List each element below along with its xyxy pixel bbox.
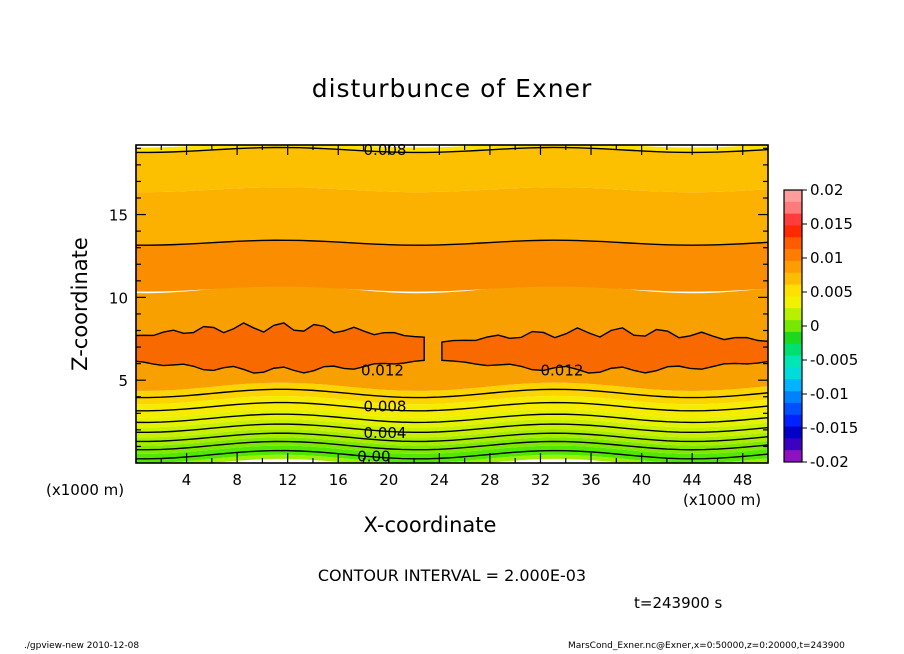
x-tick-label: 4 [182, 471, 192, 489]
colorbar-swatch [784, 450, 802, 463]
contour-band [136, 454, 768, 463]
contour-line [136, 146, 768, 154]
colorbar-swatch [784, 367, 802, 380]
colorbar-swatch [784, 213, 802, 226]
x-tick-label: 8 [232, 471, 242, 489]
contour-band [136, 187, 768, 246]
colorbar-swatch [784, 201, 802, 215]
contour-band [136, 382, 768, 405]
contour-interval-text: CONTOUR INTERVAL = 2.000E-03 [317, 566, 587, 585]
y-tick-label: 10 [109, 289, 128, 307]
contour-band [136, 395, 768, 418]
colorbar-tick-label: 0.02 [810, 181, 843, 199]
contour-band [136, 445, 768, 463]
contour-line [136, 440, 768, 451]
contour-label: 0.012 [361, 361, 404, 379]
colorbar-swatch [784, 355, 802, 368]
colorbar-tick-label: -0.02 [810, 453, 849, 471]
colorbar-swatch [784, 272, 802, 286]
x-tick-label: 32 [531, 471, 550, 489]
colorbar-tick-label: 0.015 [810, 215, 853, 233]
x-tick-label: 12 [278, 471, 297, 489]
chart-title: disturbunce of Exner [311, 74, 593, 103]
colorbar-tick-label: 0.01 [810, 249, 843, 267]
colorbar-swatch [784, 308, 802, 321]
x-tick-label: 28 [480, 471, 499, 489]
contour-label: 0.008 [364, 141, 407, 159]
x-unit-right: (x1000 m) [683, 491, 762, 509]
y-tick-label: 15 [109, 207, 128, 225]
contour-line [136, 322, 425, 374]
contour-line [136, 449, 768, 460]
colorbar-swatch [784, 320, 802, 333]
colorbar-swatch [784, 249, 802, 262]
colorbar-swatch [784, 237, 802, 250]
colorbar-swatch [784, 260, 802, 274]
plot-frame [135, 144, 769, 464]
colorbar-swatch [784, 426, 802, 439]
colorbar-swatch [784, 379, 802, 392]
high-core-region [441, 327, 768, 374]
colorbar-swatch [784, 414, 802, 428]
footer-right: MarsCond_Exner.nc@Exner,x=0:50000,z=0:20… [568, 641, 845, 651]
contour-line [441, 327, 768, 374]
high-core-region [136, 322, 425, 374]
x-tick-label: 44 [683, 471, 702, 489]
contour-line [136, 388, 768, 399]
x-tick-label: 24 [430, 471, 449, 489]
colorbar-tick-label: -0.01 [810, 385, 849, 403]
colorbar-swatch [784, 402, 802, 416]
contour-label: 0.004 [364, 424, 407, 442]
colorbar-swatch [784, 331, 802, 345]
x-tick-label: 20 [379, 471, 398, 489]
time-text: t=243900 s [634, 594, 723, 612]
x-tick-label: 36 [581, 471, 600, 489]
colorbar-swatch [784, 190, 802, 203]
contour-band [136, 240, 768, 292]
colorbar-swatch [784, 391, 802, 404]
colorbar-swatch [784, 284, 802, 297]
colorbar-swatch [784, 343, 802, 357]
contour-label: 0.012 [540, 361, 583, 379]
colorbar-tick-label: -0.005 [810, 351, 858, 369]
contour-band [136, 145, 768, 153]
contour-label: 0.00 [357, 447, 390, 465]
colorbar-tick-label: -0.015 [810, 419, 858, 437]
colorbar-swatch [784, 438, 802, 451]
x-tick-label: 16 [329, 471, 348, 489]
x-tick-label: 48 [733, 471, 752, 489]
y-axis-label: Z-coordinate [68, 237, 92, 371]
contour-line [136, 239, 768, 246]
colorbar-swatch [784, 225, 802, 238]
contour-label: 0.008 [364, 398, 407, 416]
contour-band [136, 147, 768, 193]
contour-line [136, 401, 768, 412]
contour-line [136, 413, 768, 424]
x-tick-label: 40 [632, 471, 651, 489]
contour-line [136, 423, 768, 434]
x-unit-left: (x1000 m) [46, 481, 125, 499]
y-tick-label: 5 [118, 372, 128, 390]
colorbar-swatch [784, 296, 802, 309]
footer-left: ./gpview-new 2010-12-08 [24, 641, 140, 651]
colorbar-tick-label: 0 [810, 317, 820, 335]
colorbar-tick-label: 0.005 [810, 283, 853, 301]
x-axis-label: X-coordinate [363, 513, 497, 537]
contour-line [136, 432, 768, 443]
